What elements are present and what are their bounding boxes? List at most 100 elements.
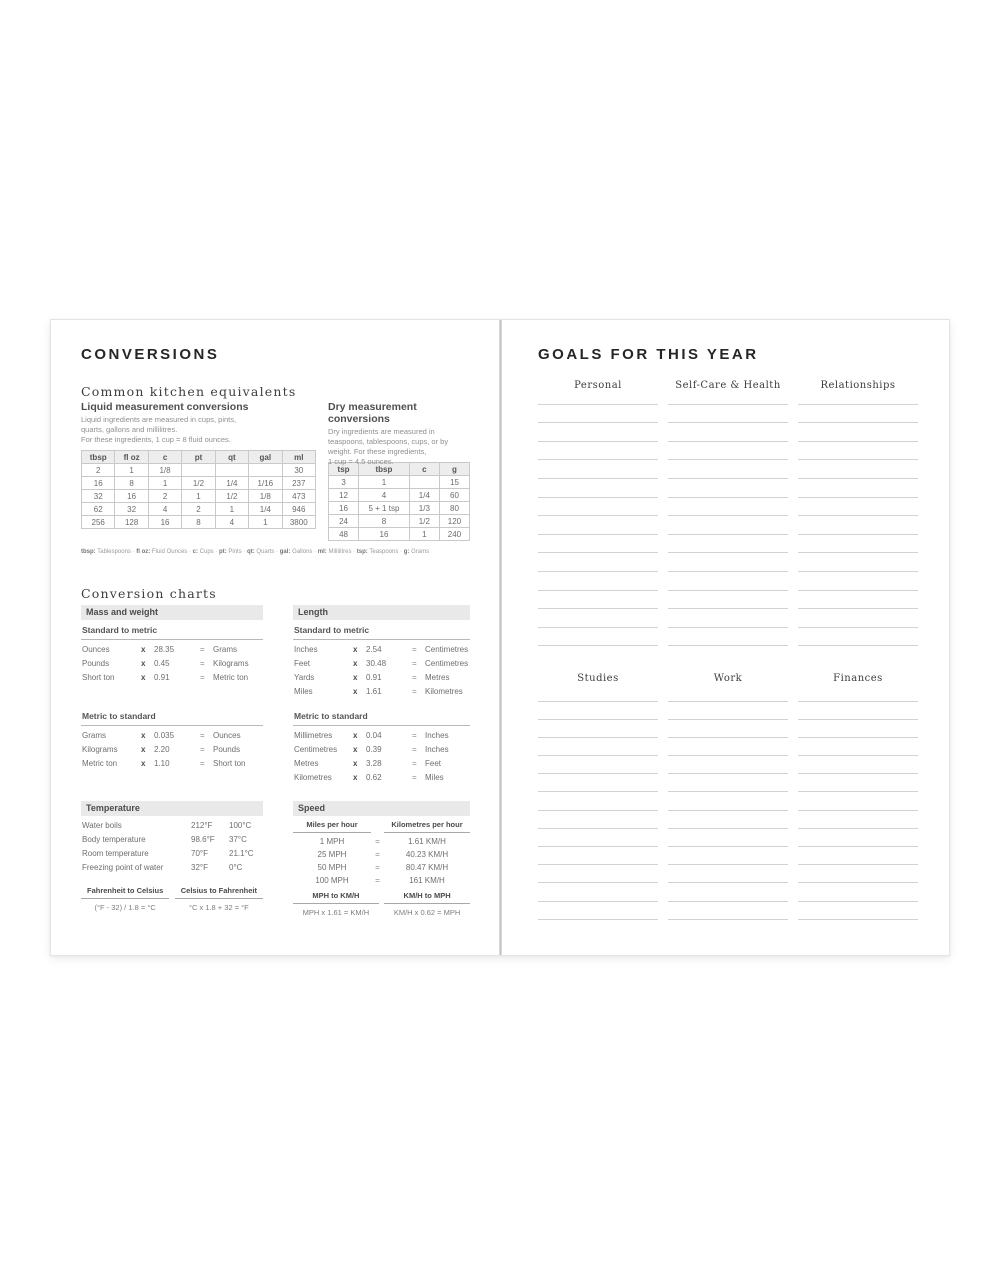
footnote-label: Gallons [290,549,313,555]
footnote-abbr: gal: [279,549,291,555]
footnote-separator: · [130,549,137,555]
footnote-label: Millilitres [326,549,352,555]
goal-writing-line [798,683,918,702]
footnote-label: Cups [197,549,214,555]
goal-writing-line [538,386,658,405]
conversion-from-unit: Kilometres [294,773,332,782]
goal-writing-line [538,498,658,517]
goal-writing-line [538,591,658,610]
footnote-label: Quarts [254,549,275,555]
table-row: 2 1 1/8 30 [80,463,317,477]
goal-column: Work [668,672,788,920]
conversion-to-unit: Inches [425,745,449,754]
goal-writing-line [538,553,658,572]
celsius-value: 21.1°C [229,849,254,858]
temperature-row: Water boils 212°F 100°C [81,816,263,830]
table-cell: 62 [80,502,116,516]
table-header-cell: tsp [327,462,360,476]
table-cell: 1 [408,527,440,541]
temperature-label: Water boils [82,821,122,830]
formula-column: KM/H to MPH KM/H x 0.62 = MPH [384,891,470,917]
formula-column: MPH to KM/H MPH x 1.61 = KM/H [293,891,379,917]
multiply-symbol: x [141,731,146,740]
conversion-from-unit: Metres [294,759,319,768]
table-header-cell: tbsp [80,450,116,464]
goal-writing-line [668,479,788,498]
conversion-row: Kilometres x 0.62 = Miles [293,768,470,782]
goal-writing-line [668,442,788,461]
table-cell: 48 [327,527,360,541]
conversion-row: Inches x 2.54 = Centimetres [293,640,470,654]
mph-value: 50 MPH [317,863,347,872]
table-header-cell: fl oz [114,450,149,464]
goal-writing-line [798,572,918,591]
table-cell: 1/4 [408,488,440,502]
celsius-value: 100°C [229,821,252,830]
multiply-symbol: x [353,759,358,768]
goals-section: Personal Self-Care & Health Relationships [538,379,918,647]
multiply-symbol: x [141,673,146,682]
goal-writing-line [668,535,788,554]
formula-header: Fahrenheit to Celsius [81,886,170,899]
kmh-value: 1.61 KM/H [408,837,446,846]
formula-header: Celsius to Fahrenheit [174,886,263,899]
goal-writing-line [668,683,788,702]
equals-symbol: = [200,673,205,682]
charts-row-2: Temperature Water boils 212°F 100°C Body te… [81,801,470,917]
formula-text: MPH x 1.61 = KM/H [302,908,370,917]
goal-lines [668,386,788,647]
conversion-to-unit: Metres [425,673,450,682]
conversion-row: Short ton x 0.91 = Metric ton [81,668,263,682]
goal-lines [538,386,658,647]
table-header-cell: pt [181,450,216,464]
conversion-to-unit: Ounces [213,731,241,740]
conversion-row: Metres x 3.28 = Feet [293,754,470,768]
table-cell: 1/4 [248,502,283,516]
speed-section: Speed Miles per hour Kilometres per hour… [293,801,470,917]
liquid-conversions-title: Liquid measurement conversions [81,401,249,413]
goal-writing-line [668,423,788,442]
conversion-group-label: Standard to metric [293,620,470,640]
goals-sections: Personal Self-Care & Health Relationships S… [538,379,918,920]
goal-writing-line [538,609,658,628]
table-cell: 1 [114,463,149,477]
goal-writing-line [798,479,918,498]
goal-category-title: Personal [574,380,622,391]
temperature-section: Temperature Water boils 212°F 100°C Body te… [81,801,263,917]
equals-symbol: = [200,645,205,654]
equals-symbol: = [375,850,380,859]
goal-writing-line [668,460,788,479]
goal-writing-line [668,865,788,884]
celsius-value: 0°C [229,863,243,872]
table-cell: 5 + 1 tsp [358,501,410,515]
table-cell: 60 [438,488,471,502]
mass-conversion-groups: Standard to metric Ounces x 28.35 = Grams Poun… [81,620,263,768]
conversion-from-unit: Pounds [82,659,110,668]
conversion-factor: 2.54 [366,645,382,654]
conversion-factor: 1.10 [154,759,170,768]
goal-writing-line [798,498,918,517]
goal-lines [668,683,788,920]
table-cell: 473 [281,489,317,503]
table-cell: 8 [114,476,149,490]
goal-writing-line [798,702,918,720]
celsius-value: 37°C [229,835,247,844]
goal-lines [538,683,658,920]
table-header-cell: c [147,450,183,464]
footnote-separator: · [351,549,357,555]
equals-symbol: = [412,687,417,696]
goal-writing-line [668,720,788,738]
equals-symbol: = [200,731,205,740]
goal-writing-line [538,720,658,738]
goal-writing-line [798,460,918,479]
table-row: 3 1 15 [327,475,471,489]
table-cell: 2 [181,502,216,516]
goal-lines [798,683,918,920]
multiply-symbol: x [353,645,358,654]
table-cell [181,463,216,477]
footnote-separator: · [312,549,318,555]
equals-symbol: = [412,759,417,768]
goal-writing-line [798,628,918,647]
table-header-cell: g [438,462,471,476]
multiply-symbol: x [353,773,358,782]
